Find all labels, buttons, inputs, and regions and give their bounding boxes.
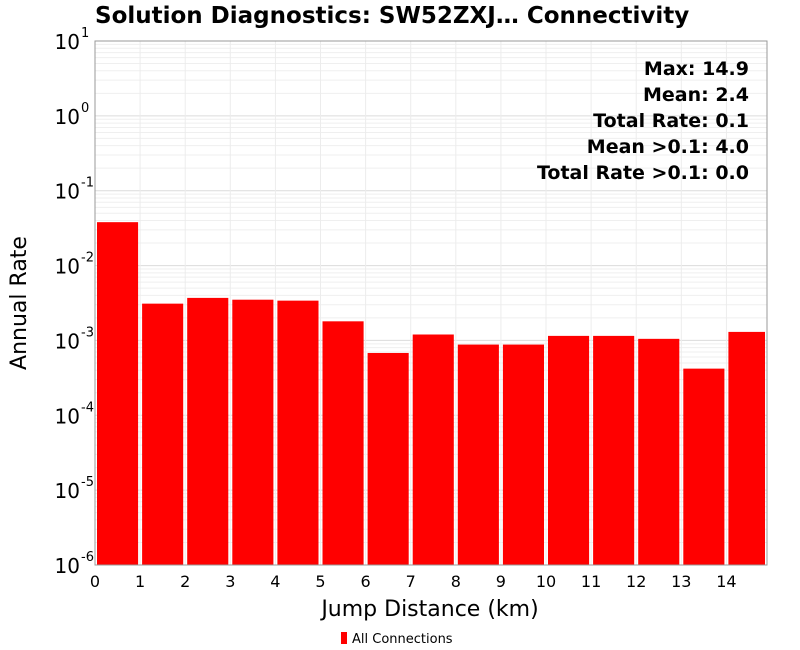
- y-tick-label: 10 -4: [55, 400, 94, 428]
- legend-label: All Connections: [352, 632, 453, 647]
- x-tick-label: 8: [451, 572, 461, 591]
- bar: [638, 338, 680, 565]
- bar: [548, 335, 590, 565]
- x-tick-label: 14: [716, 572, 736, 591]
- bar: [232, 299, 274, 565]
- stats-annotations: Max: 14.9 Mean: 2.4 Total Rate: 0.1 Mean >0…: [537, 58, 749, 184]
- bar: [322, 321, 364, 565]
- stat-annotation: Mean: 2.4: [643, 84, 749, 106]
- y-axis-label: Annual Rate: [7, 236, 32, 370]
- x-axis-ticks: 0 1 2 3 4 5 6 7 8 9 10 11 12 13 14: [90, 572, 737, 591]
- x-tick-label: 12: [626, 572, 646, 591]
- legend-swatch: [341, 632, 347, 644]
- bar: [502, 344, 545, 565]
- x-tick-label: 9: [496, 572, 506, 591]
- x-tick-label: 3: [225, 572, 235, 591]
- y-tick-label: 10 -2: [55, 251, 94, 279]
- svg-text:-6: -6: [81, 550, 94, 565]
- bar: [187, 297, 229, 565]
- stat-annotation: Max: 14.9: [644, 58, 749, 80]
- y-tick-label: 10 1: [55, 26, 90, 54]
- x-axis-label: Jump Distance (km): [319, 597, 538, 622]
- svg-text:-3: -3: [81, 325, 94, 340]
- bar: [412, 334, 454, 565]
- y-tick-label: 10 0: [55, 101, 90, 129]
- y-tick-label: 10 -5: [55, 475, 94, 503]
- x-tick-label: 0: [90, 572, 100, 591]
- svg-text:-5: -5: [81, 475, 94, 490]
- svg-text:10: 10: [55, 180, 80, 204]
- y-tick-label: 10 -1: [55, 176, 94, 204]
- bar: [142, 303, 184, 565]
- bar: [367, 352, 409, 565]
- svg-text:10: 10: [55, 479, 80, 503]
- stat-annotation: Total Rate: 0.1: [593, 110, 749, 132]
- legend: All Connections: [341, 632, 453, 647]
- bar: [683, 368, 725, 565]
- bar: [457, 344, 499, 565]
- svg-text:1: 1: [81, 26, 89, 41]
- x-tick-label: 4: [270, 572, 280, 591]
- svg-text:-2: -2: [81, 251, 94, 266]
- x-tick-label: 2: [180, 572, 190, 591]
- chart-title: Solution Diagnostics: SW52ZXJ… Connectiv…: [95, 3, 689, 29]
- stat-annotation: Total Rate >0.1: 0.0: [537, 162, 749, 184]
- x-tick-label: 13: [671, 572, 691, 591]
- svg-text:10: 10: [55, 554, 80, 578]
- stat-annotation: Mean >0.1: 4.0: [587, 136, 749, 158]
- svg-text:10: 10: [55, 404, 80, 428]
- svg-text:10: 10: [55, 105, 80, 129]
- x-tick-label: 5: [315, 572, 325, 591]
- bar: [593, 335, 635, 565]
- bars: [97, 222, 765, 566]
- bar: [277, 300, 319, 565]
- plot-frame: [94, 40, 768, 566]
- x-tick-label: 1: [135, 572, 145, 591]
- bar: [97, 222, 139, 566]
- svg-text:10: 10: [55, 255, 80, 279]
- svg-text:-4: -4: [81, 400, 94, 415]
- x-tick-label: 6: [361, 572, 371, 591]
- y-tick-label: 10 -3: [55, 325, 94, 353]
- x-tick-label: 7: [406, 572, 416, 591]
- bar: [728, 331, 765, 565]
- svg-text:10: 10: [55, 30, 80, 54]
- x-tick-label: 10: [536, 572, 556, 591]
- svg-text:10: 10: [55, 329, 80, 353]
- svg-text:0: 0: [81, 101, 89, 116]
- x-tick-label: 11: [581, 572, 601, 591]
- y-tick-label: 10 -6: [55, 550, 94, 578]
- svg-text:-1: -1: [81, 176, 94, 191]
